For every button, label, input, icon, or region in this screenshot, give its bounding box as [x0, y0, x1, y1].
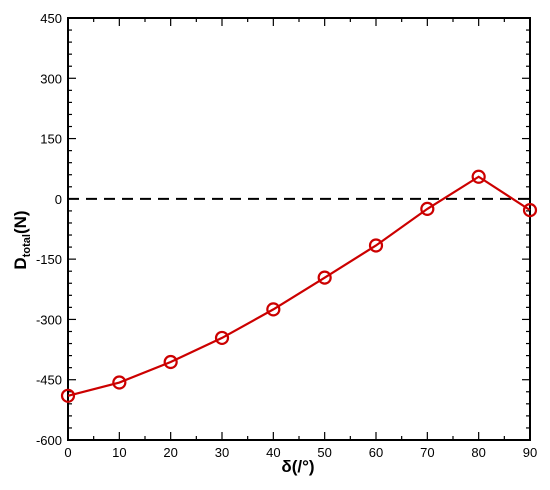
- data-point: [60, 388, 76, 403]
- y-tick-label: 300: [40, 71, 62, 86]
- data-point: [112, 375, 127, 390]
- series-layer: [60, 169, 538, 403]
- y-axis-title-main: D: [11, 257, 30, 269]
- data-point: [368, 238, 384, 253]
- y-tick-label: -450: [36, 373, 62, 388]
- x-tick-label: 90: [523, 445, 537, 460]
- x-axis-title: δ(/°): [281, 457, 314, 476]
- data-point: [471, 169, 486, 184]
- data-point: [163, 354, 178, 370]
- data-point: [420, 201, 435, 217]
- data-point: [317, 270, 332, 285]
- x-tick-label: 60: [369, 445, 383, 460]
- y-axis-title-unit: (N): [11, 210, 30, 234]
- series-line: [67, 175, 531, 397]
- data-point: [214, 330, 230, 346]
- y-tick-label: 150: [40, 132, 62, 147]
- y-tick-label: 450: [40, 11, 62, 26]
- tick-marks: [67, 17, 531, 441]
- x-tick-label: 70: [420, 445, 434, 460]
- y-tick-label: -300: [36, 312, 62, 327]
- y-tick-label: 0: [55, 192, 62, 207]
- x-tick-label: 50: [317, 445, 331, 460]
- y-axis-title-subscript: total: [21, 234, 33, 257]
- x-tick-label: 0: [64, 445, 71, 460]
- x-tick-label: 20: [163, 445, 177, 460]
- plot-area-frame: [67, 17, 531, 441]
- y-tick-label: -150: [36, 252, 62, 267]
- y-tick-label: -600: [36, 433, 62, 448]
- x-tick-label: 80: [471, 445, 485, 460]
- x-axis-tick-labels: 0 10 20 30 40 50 60 70 80 90: [64, 445, 537, 460]
- x-tick-label: 10: [112, 445, 126, 460]
- x-tick-label: 40: [266, 445, 280, 460]
- data-point: [266, 302, 281, 317]
- y-axis-tick-labels: 450 300 150 0 -150 -300 -450 -600: [36, 11, 62, 448]
- y-axis-title: Dtotal(N): [11, 210, 33, 269]
- x-tick-label: 30: [215, 445, 229, 460]
- data-point: [522, 203, 538, 218]
